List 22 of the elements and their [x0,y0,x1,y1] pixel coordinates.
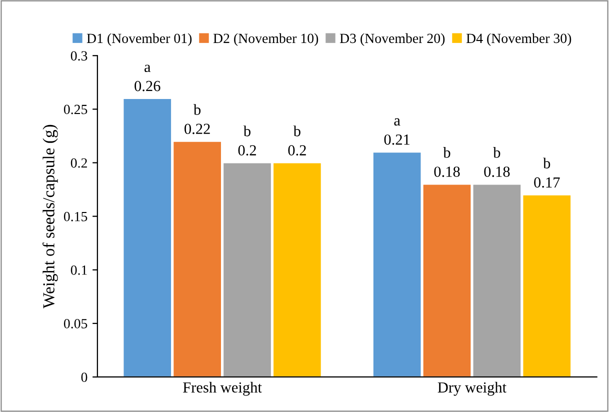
y-tick-label: 0.1 [70,265,87,275]
data-label: b 0.18 [484,146,510,177]
y-tick-label: 0.15 [64,212,88,222]
y-tick-label: 0.2 [70,158,87,168]
data-label: b 0.17 [534,158,560,188]
y-tick-label: 0.25 [64,104,88,114]
legend-label: D3 (November 20) [340,33,445,46]
legend-label: D4 (November 30) [466,33,572,46]
x-tick-label: Dry weight [438,382,506,396]
data-label: b 0.2 [288,126,306,156]
y-axis-title: Weight of seeds/capsule (g) [42,124,58,308]
data-label: b 0.2 [238,126,256,156]
y-tick-label: 0.3 [70,51,88,61]
legend-label: D2 (November 10) [213,33,318,46]
y-tick-label: 0 [81,372,88,382]
data-label: b 0.22 [184,104,210,134]
legend-label: D1 (November 01) [86,33,192,46]
data-label: a 0.26 [134,64,160,92]
data-label: a 0.21 [384,118,410,145]
y-tick-label: 0.05 [64,319,88,328]
data-label: b 0.18 [434,146,460,177]
x-tick-label: Fresh weight [183,382,262,396]
